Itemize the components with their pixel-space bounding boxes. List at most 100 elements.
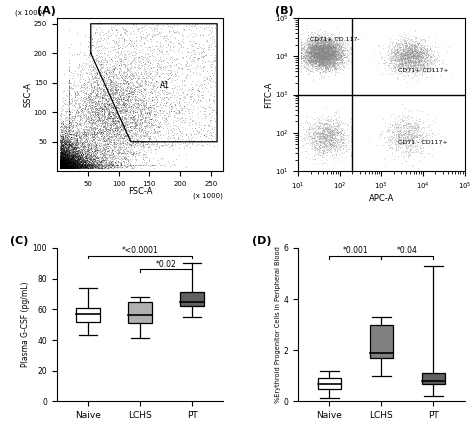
Point — [68, 156, 76, 163]
Point — [324, 44, 332, 51]
Point — [79, 144, 87, 151]
Point — [65, 129, 73, 136]
Point — [143, 140, 150, 147]
Point — [63, 160, 70, 167]
Point — [309, 61, 317, 68]
Point — [146, 70, 154, 77]
Point — [59, 161, 67, 169]
Point — [335, 60, 342, 67]
Point — [86, 157, 93, 165]
Point — [92, 141, 100, 149]
Point — [301, 44, 309, 51]
Point — [69, 157, 77, 164]
Point — [314, 51, 321, 58]
Point — [311, 39, 319, 46]
Point — [57, 160, 64, 167]
Point — [404, 55, 412, 62]
Point — [90, 132, 97, 140]
Point — [56, 153, 64, 160]
Point — [77, 96, 84, 103]
Point — [410, 54, 418, 62]
Point — [155, 143, 163, 150]
Point — [328, 132, 336, 140]
Point — [66, 161, 73, 168]
Point — [312, 43, 319, 50]
Point — [419, 52, 426, 59]
Point — [118, 85, 125, 92]
Point — [163, 134, 171, 141]
Point — [321, 50, 328, 57]
Point — [301, 140, 309, 147]
Point — [307, 47, 315, 54]
Point — [90, 148, 98, 155]
Point — [310, 45, 318, 52]
Point — [133, 63, 140, 70]
Point — [56, 142, 64, 149]
Point — [316, 55, 323, 62]
Point — [128, 82, 135, 89]
Point — [298, 120, 305, 127]
Point — [419, 61, 427, 68]
Point — [63, 148, 71, 155]
Point — [336, 42, 343, 50]
Point — [307, 48, 315, 55]
Point — [66, 154, 73, 161]
Point — [419, 62, 427, 69]
Point — [58, 157, 65, 164]
Point — [318, 58, 326, 65]
Point — [64, 159, 72, 166]
Point — [298, 66, 305, 73]
Point — [61, 159, 68, 166]
Point — [66, 141, 73, 148]
Point — [402, 127, 410, 134]
Point — [134, 161, 141, 169]
Point — [407, 50, 415, 58]
Point — [315, 51, 323, 58]
Point — [314, 56, 322, 63]
Point — [326, 35, 333, 42]
Point — [68, 165, 76, 172]
Point — [320, 46, 328, 54]
Point — [104, 104, 111, 112]
Point — [124, 82, 132, 89]
Point — [319, 49, 327, 56]
Point — [399, 60, 407, 67]
Point — [139, 74, 147, 81]
Point — [78, 116, 85, 124]
Point — [129, 150, 137, 157]
Point — [383, 133, 391, 140]
Point — [320, 53, 328, 60]
Point — [91, 134, 98, 141]
Point — [201, 51, 209, 58]
Point — [118, 101, 125, 108]
Point — [400, 148, 408, 155]
Point — [310, 55, 318, 62]
Point — [61, 149, 69, 157]
Point — [392, 54, 400, 61]
Point — [310, 41, 318, 48]
Point — [421, 43, 428, 50]
Point — [309, 41, 316, 49]
Point — [394, 61, 401, 68]
Point — [74, 157, 82, 164]
Point — [69, 157, 76, 164]
Point — [106, 115, 114, 122]
Point — [105, 160, 113, 167]
Point — [57, 154, 65, 161]
Point — [72, 155, 79, 162]
Point — [99, 137, 107, 145]
Point — [67, 161, 75, 169]
Point — [66, 80, 73, 87]
Point — [100, 151, 107, 158]
Point — [421, 66, 428, 73]
Point — [127, 58, 135, 66]
Point — [88, 155, 95, 162]
Point — [328, 58, 336, 65]
Point — [322, 53, 330, 60]
Point — [330, 147, 338, 154]
Point — [58, 157, 66, 164]
Point — [113, 117, 121, 124]
Point — [142, 43, 149, 50]
Point — [340, 37, 347, 45]
Point — [74, 158, 82, 165]
